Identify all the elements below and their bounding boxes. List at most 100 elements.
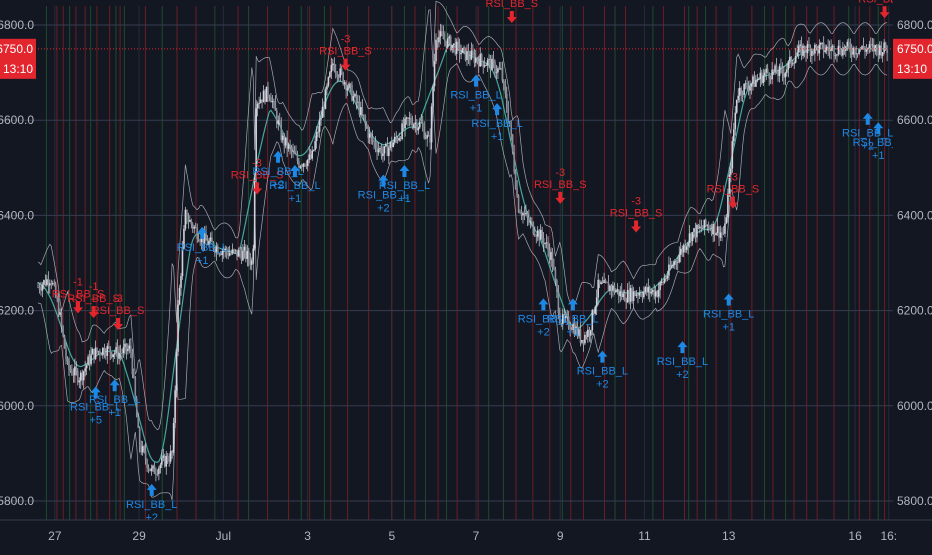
- candle-body: [330, 64, 333, 73]
- candle-body: [535, 235, 538, 237]
- candle-body: [439, 31, 442, 37]
- candle-body: [37, 286, 39, 288]
- candle-body: [225, 248, 228, 253]
- candle-body: [334, 71, 337, 73]
- candle-body: [385, 143, 387, 147]
- candle-body: [169, 451, 172, 462]
- candle-body: [349, 83, 352, 85]
- candle-body: [218, 253, 221, 255]
- candle-body: [647, 286, 650, 293]
- candle-body: [613, 285, 616, 293]
- candle-body: [240, 253, 243, 261]
- candle-body: [444, 39, 446, 41]
- bar-countdown: 13:10: [3, 62, 33, 76]
- candle-body: [713, 223, 716, 236]
- short-signal: RSI_BB_S-3: [319, 34, 372, 71]
- candle-body: [242, 250, 244, 261]
- candle-body: [825, 46, 828, 51]
- candle-body: [522, 212, 524, 216]
- candle-body: [556, 280, 558, 292]
- candle-body: [59, 312, 61, 315]
- candle-body: [277, 120, 280, 124]
- candle-body: [507, 108, 510, 122]
- signal-count: +2: [596, 379, 609, 391]
- candle-body: [311, 150, 313, 159]
- candle-body: [147, 467, 150, 469]
- candle-body: [833, 45, 835, 56]
- candle-body: [877, 48, 880, 56]
- candle-body: [780, 66, 782, 68]
- candle-body: [79, 372, 82, 381]
- candle-body: [789, 56, 791, 62]
- price-tick-label-left: 5800.0: [0, 494, 34, 508]
- candle-body: [805, 51, 807, 54]
- candle-body: [578, 329, 580, 337]
- short-arrow-icon: [252, 182, 263, 195]
- short-signal: RSI_BB_S-3: [231, 157, 283, 195]
- candle-body: [287, 144, 290, 149]
- long-arrow-icon: [146, 483, 157, 496]
- candle-body: [781, 67, 784, 74]
- candle-body: [317, 131, 319, 133]
- candle-body: [480, 54, 483, 61]
- candle-body: [315, 132, 318, 142]
- candle-body: [759, 72, 762, 80]
- candle-body: [548, 249, 551, 260]
- candle-body: [214, 249, 216, 253]
- candle-body: [802, 45, 804, 56]
- candle-body: [525, 212, 527, 215]
- candle-body: [747, 87, 750, 91]
- badge-bg: [0, 38, 36, 79]
- candle-body: [255, 108, 257, 178]
- candle-body: [861, 45, 863, 49]
- signal-count: +1: [289, 193, 302, 205]
- signal-count: -1: [89, 281, 99, 293]
- candle-body: [298, 161, 300, 168]
- candle-body: [491, 58, 493, 71]
- candle-body: [870, 44, 872, 46]
- candle-body: [483, 65, 486, 67]
- candle-body: [850, 51, 853, 55]
- price-scale: 5800.0 6000.0 6200.0 6400.0 6600.0 6800.0: [897, 18, 932, 508]
- candle-body: [784, 72, 787, 78]
- candle-body: [63, 335, 66, 349]
- candle-body: [140, 446, 142, 453]
- candles: [37, 23, 888, 482]
- candle-body: [504, 82, 507, 94]
- candle-body: [875, 45, 878, 49]
- candle-body: [679, 248, 682, 255]
- candle-body: [538, 230, 541, 240]
- candle-body: [345, 82, 347, 91]
- candle-body: [588, 329, 591, 336]
- candle-body: [332, 63, 334, 65]
- candle-body: [513, 152, 515, 173]
- signal-count: -3: [113, 293, 123, 305]
- candle-body: [880, 45, 883, 56]
- candle-body: [402, 123, 405, 129]
- candle-body: [336, 72, 339, 77]
- signal-label: RSI_BB_L: [70, 401, 121, 413]
- candle-body: [284, 137, 287, 146]
- candle-body: [296, 154, 299, 162]
- candle-body: [343, 82, 346, 85]
- candle-body: [427, 134, 430, 137]
- candle-body: [413, 124, 415, 128]
- candle-body: [765, 68, 768, 73]
- candle-body: [197, 239, 200, 242]
- candle-body: [477, 60, 480, 67]
- candle-body: [337, 76, 340, 78]
- candle-body: [662, 282, 664, 283]
- long-signal: RSI_BB_L+1: [89, 379, 140, 419]
- candle-body: [650, 291, 653, 294]
- candle-body: [161, 457, 163, 465]
- candle-body: [815, 44, 818, 47]
- candle-body: [177, 304, 179, 352]
- long-arrow-icon: [289, 165, 300, 178]
- candle-body: [693, 228, 695, 233]
- candle-body: [472, 50, 474, 54]
- candle-body: [121, 353, 123, 354]
- candle-body: [668, 264, 670, 276]
- candle-body: [567, 316, 570, 328]
